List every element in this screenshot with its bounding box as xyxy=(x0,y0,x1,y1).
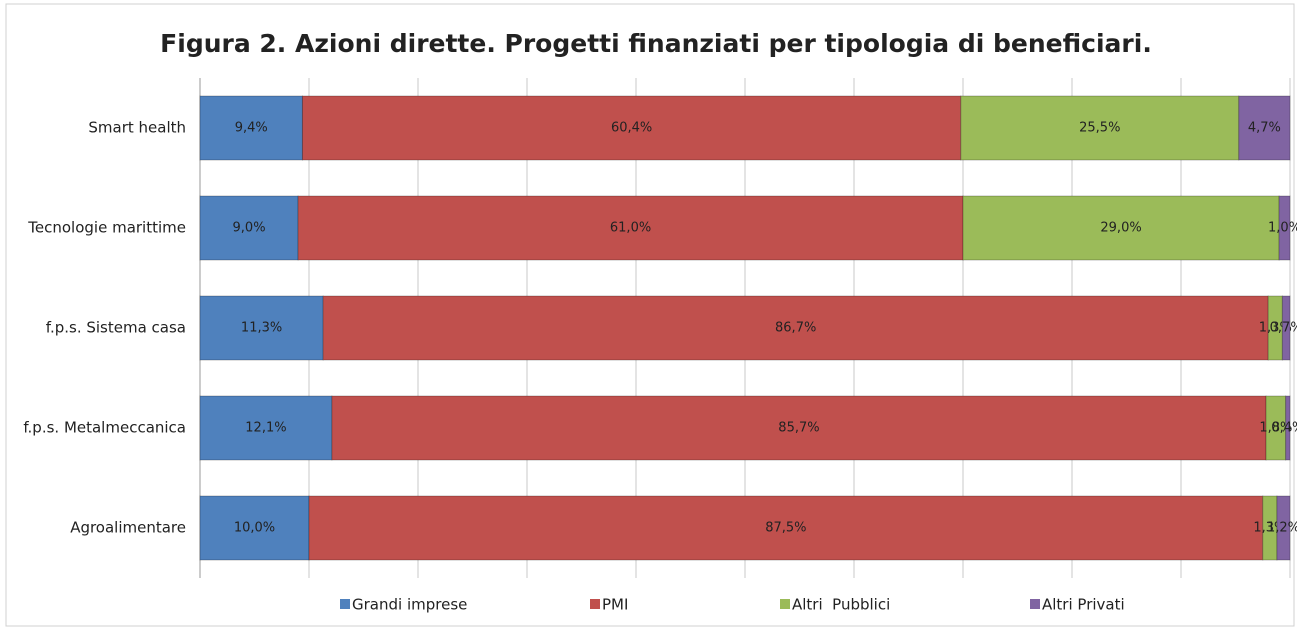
bar-segment xyxy=(331,395,1267,461)
bar-segment xyxy=(199,195,299,261)
bar-segment xyxy=(1238,95,1291,161)
legend-swatch xyxy=(1030,599,1040,609)
bar-segment xyxy=(1281,295,1291,361)
legend-label: PMI xyxy=(602,596,628,614)
bar-segment xyxy=(199,295,324,361)
legend-swatch xyxy=(590,599,600,609)
y-tick-label: f.p.s. Metalmeccanica xyxy=(23,419,186,437)
legend-swatch xyxy=(780,599,790,609)
y-tick-label: Smart health xyxy=(88,119,186,137)
data-label: 9,4% xyxy=(235,121,268,136)
data-label: 25,5% xyxy=(1079,121,1120,136)
bar-segment xyxy=(199,495,310,561)
legend-label: Altri Pubblici xyxy=(792,596,890,614)
bar-segment xyxy=(199,395,333,461)
legend-swatch xyxy=(340,599,350,609)
bar-segment xyxy=(308,495,1264,561)
data-label: 1,8% xyxy=(1259,421,1292,436)
bar-segment xyxy=(1276,495,1291,561)
data-label: 29,0% xyxy=(1100,221,1141,236)
data-label: 85,7% xyxy=(778,421,819,436)
data-label: 4,7% xyxy=(1248,121,1281,136)
data-label: 87,5% xyxy=(765,521,806,536)
bar-segment xyxy=(960,95,1240,161)
data-label: 12,1% xyxy=(245,421,286,436)
legend-label: Grandi imprese xyxy=(352,596,467,614)
y-tick-label: f.p.s. Sistema casa xyxy=(46,319,186,337)
data-label: 1,2% xyxy=(1267,521,1297,536)
data-label: 9,0% xyxy=(233,221,266,236)
data-label: 10,0% xyxy=(234,521,275,536)
chart-title: Figura 2. Azioni dirette. Progetti finan… xyxy=(160,29,1152,58)
bar-segment xyxy=(297,195,964,261)
data-label: 0,4% xyxy=(1271,421,1297,436)
data-label: 60,4% xyxy=(611,121,652,136)
data-label: 11,3% xyxy=(241,321,282,336)
data-label: 61,0% xyxy=(610,221,651,236)
bar-segment xyxy=(1285,395,1291,461)
data-label: 86,7% xyxy=(775,321,816,336)
y-tick-label: Tecnologie marittime xyxy=(27,219,186,237)
data-label: 0,7% xyxy=(1270,321,1297,336)
bar-segment xyxy=(962,195,1280,261)
legend-label: Altri Privati xyxy=(1042,596,1125,614)
bar-segment xyxy=(301,95,962,161)
bar-segment xyxy=(1278,195,1291,261)
data-label: 1,0% xyxy=(1268,221,1297,236)
bar-segment xyxy=(199,95,303,161)
y-tick-label: Agroalimentare xyxy=(70,519,186,537)
